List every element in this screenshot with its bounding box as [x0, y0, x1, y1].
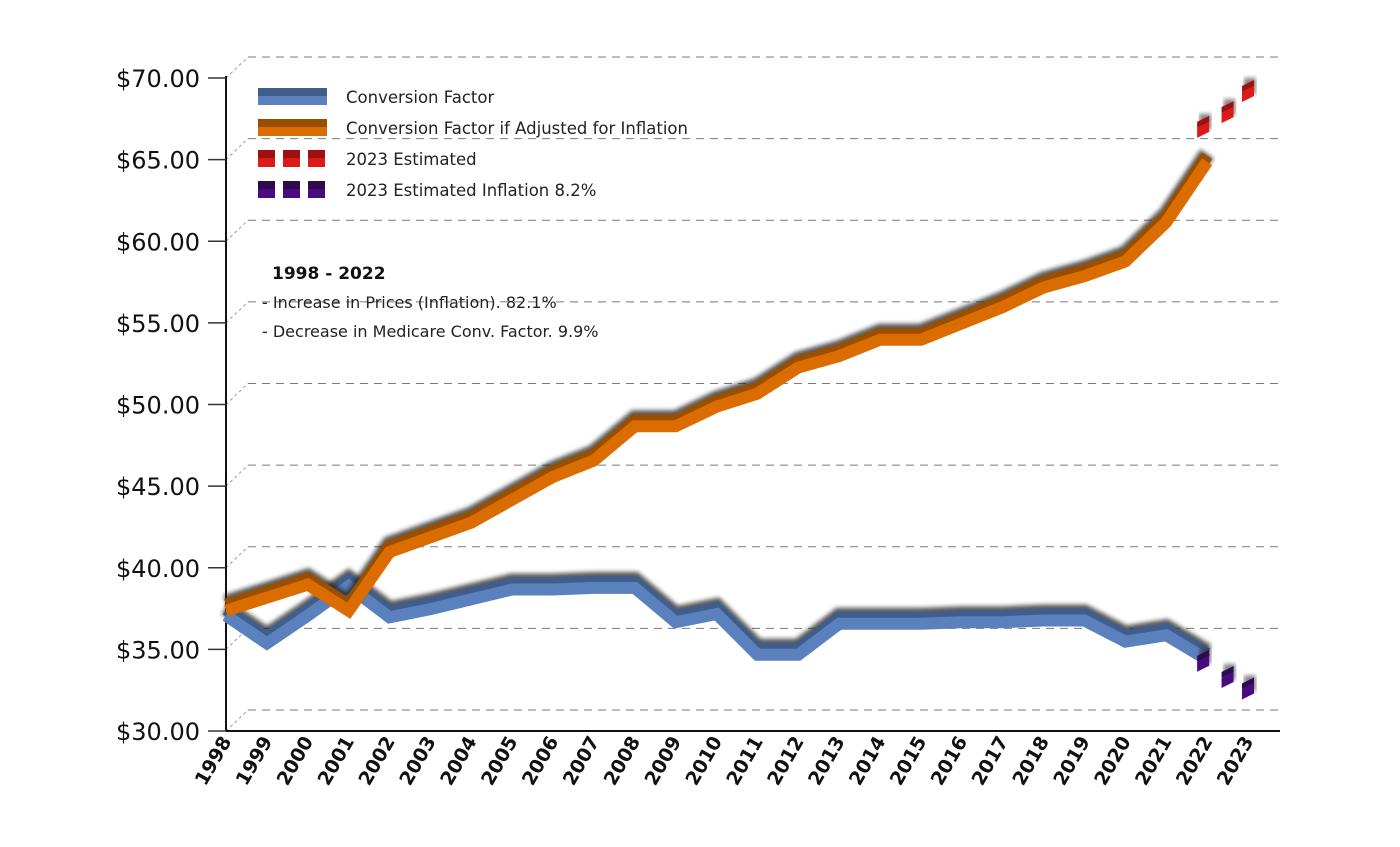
- legend-swatch-top: [258, 88, 327, 96]
- x-tick-label: 2018: [1008, 733, 1053, 790]
- legend-label: 2023 Estimated: [346, 150, 477, 169]
- x-tick-label: 2014: [845, 733, 890, 790]
- legend-swatch-front: [283, 158, 300, 167]
- gridline-depth: [225, 219, 249, 242]
- legend-swatch-top: [308, 181, 325, 189]
- series-adjusted-for-inflation: [223, 149, 1214, 619]
- x-tick-label: 2021: [1131, 733, 1176, 790]
- legend-label: 2023 Estimated Inflation 8.2%: [346, 181, 596, 200]
- x-tick-label: 2012: [763, 733, 808, 790]
- annotation-line-conv-factor: - Decrease in Medicare Conv. Factor. 9.9…: [262, 322, 598, 341]
- legend-item: 2023 Estimated Inflation 8.2%: [258, 181, 596, 200]
- x-tick-label: 2011: [722, 733, 767, 790]
- x-tick-label: 2008: [600, 733, 645, 790]
- legend-swatch-front: [258, 158, 275, 167]
- legend-item: 2023 Estimated: [258, 150, 477, 169]
- series-2023-estimated-inflation: [1197, 647, 1256, 700]
- legend-swatch-front: [258, 189, 275, 198]
- y-tick-label: $65.00: [116, 147, 200, 175]
- legend-swatch-top: [258, 150, 275, 158]
- y-tick-label: $35.00: [116, 636, 200, 664]
- legend-label: Conversion Factor: [346, 88, 494, 107]
- series-2023-estimated-inflation-block-front: [1242, 683, 1254, 700]
- series-2023-estimated: [1197, 77, 1256, 138]
- legend-item: Conversion Factor: [258, 88, 494, 107]
- series-adjusted-for-inflation-shadow: [223, 149, 1214, 614]
- series-adjusted-for-inflation-front-face: [224, 158, 1213, 619]
- legend-swatch-front: [283, 189, 300, 198]
- series-2023-estimated-inflation-block-front: [1221, 672, 1234, 689]
- series-2023-estimated-inflation-block-top: [1242, 677, 1254, 690]
- series-2023-estimated-block-front: [1221, 107, 1234, 124]
- annotation-title: 1998 - 2022: [272, 264, 386, 284]
- legend-swatch-top: [283, 150, 300, 158]
- x-tick-label: 2013: [804, 733, 849, 790]
- legend-label: Conversion Factor if Adjusted for Inflat…: [346, 119, 688, 138]
- y-tick-label: $45.00: [116, 473, 200, 501]
- x-tick-label: 2002: [354, 733, 399, 790]
- x-axis-ticks: 1998199920002001200220032004200520062007…: [191, 733, 1258, 790]
- gridline-depth: [225, 301, 249, 324]
- gridline-depth: [225, 464, 249, 487]
- x-tick-label: 2000: [273, 733, 318, 790]
- x-tick-label: 2001: [313, 733, 358, 790]
- y-tick-label: $60.00: [116, 228, 200, 256]
- y-tick-label: $55.00: [116, 310, 200, 338]
- legend-swatch-front: [258, 96, 327, 105]
- y-tick-label: $30.00: [116, 718, 200, 746]
- y-axis-ticks: $30.00 $35.00 $40.00 $45.00 $50.00 $55.00 $60.…: [116, 65, 226, 746]
- legend: Conversion Factor Conversion Factor if Ad…: [258, 88, 688, 200]
- x-tick-label: 2003: [395, 733, 440, 790]
- series-2023-estimated-inflation-block-top: [1197, 649, 1210, 662]
- x-tick-label: 2015: [886, 733, 931, 790]
- x-tick-label: 2016: [927, 733, 972, 790]
- annotation-line-inflation: - Increase in Prices (Inflation). 82.1%: [262, 293, 557, 312]
- y-tick-label: $40.00: [116, 555, 200, 583]
- legend-swatch-front: [308, 189, 325, 198]
- y-tick-label: $70.00: [116, 65, 200, 93]
- x-tick-label: 2010: [681, 733, 726, 790]
- series-conversion-factor-front-face: [222, 578, 1211, 665]
- legend-swatch-top: [283, 181, 300, 189]
- legend-item: Conversion Factor if Adjusted for Inflat…: [258, 119, 688, 138]
- legend-swatch-top: [258, 119, 327, 127]
- x-tick-label: 2005: [477, 733, 522, 790]
- gridline-depth: [225, 383, 249, 405]
- x-tick-label: 2022: [1172, 733, 1217, 790]
- gridline-depth: [225, 709, 249, 732]
- series-2023-estimated-inflation-block-front: [1197, 655, 1210, 672]
- x-tick-label: 2004: [436, 733, 481, 790]
- series-2023-estimated-block-top: [1221, 101, 1234, 114]
- gridline-depth: [225, 138, 249, 160]
- x-tick-label: 2017: [968, 733, 1013, 790]
- legend-swatch-top: [308, 150, 325, 158]
- legend-swatch-front: [258, 127, 327, 136]
- gridline-depth: [225, 546, 249, 569]
- annotation-box: 1998 - 2022 - Increase in Prices (Inflat…: [262, 264, 598, 341]
- y-tick-label: $50.00: [116, 392, 200, 420]
- gridline-depth: [225, 56, 249, 79]
- legend-swatch-top: [258, 181, 275, 189]
- series-2023-estimated-block-front: [1197, 121, 1210, 138]
- series: [221, 77, 1256, 700]
- x-tick-label: 2006: [518, 733, 563, 790]
- x-tick-label: 2023: [1213, 733, 1258, 790]
- series-2023-estimated-block-front: [1242, 85, 1254, 102]
- x-tick-label: 2019: [1049, 733, 1094, 790]
- series-2023-estimated-inflation-block-top: [1221, 666, 1234, 679]
- legend-swatch-front: [308, 158, 325, 167]
- series-2023-estimated-block-top: [1197, 115, 1210, 128]
- x-tick-label: 2007: [559, 733, 604, 790]
- x-tick-label: 1999: [232, 733, 277, 790]
- series-2023-estimated-block-top: [1242, 79, 1254, 92]
- x-tick-label: 2009: [641, 733, 686, 790]
- series-conversion-factor: [221, 568, 1212, 665]
- x-tick-label: 2020: [1090, 733, 1135, 790]
- series-adjusted-for-inflation-top-face: [224, 152, 1213, 613]
